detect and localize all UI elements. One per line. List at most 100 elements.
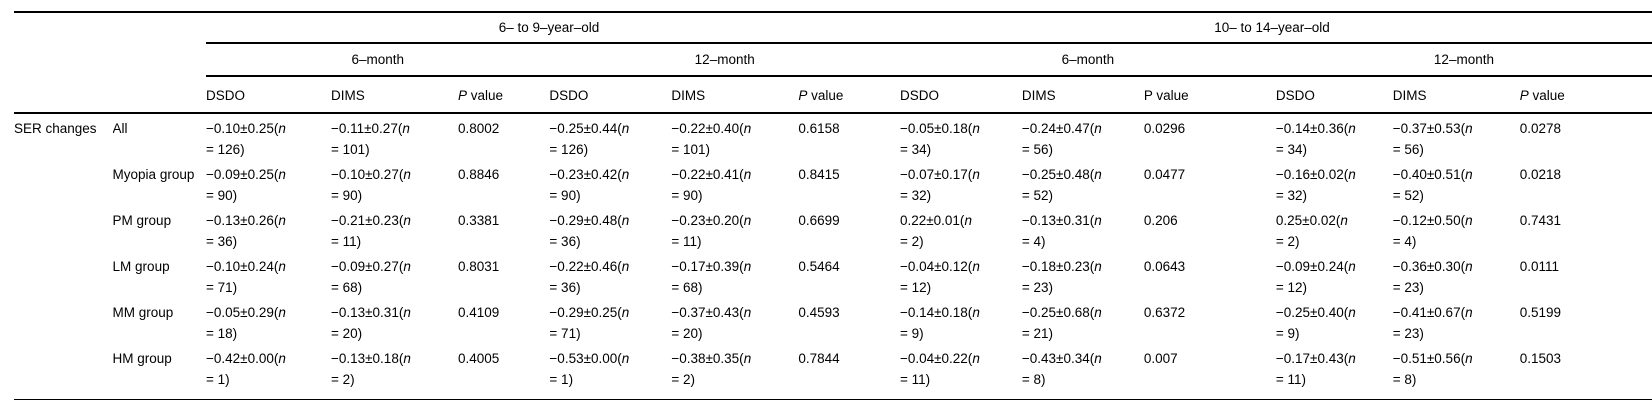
cell-dsdo: 0.25±0.02(n = 2)	[1275, 213, 1348, 249]
row-group-label: Myopia group	[112, 167, 195, 182]
col-header-dims: DIMS	[1021, 76, 1144, 114]
cell-dsdo: −0.09±0.24(n = 12)	[1275, 259, 1356, 295]
cell-p-value: 0.0111	[1519, 259, 1560, 274]
cell-dims: −0.23±0.20(n = 11)	[671, 213, 752, 249]
cell-dims: −0.10±0.27(n = 90)	[330, 167, 411, 203]
col-header-p-value: P value	[1519, 76, 1652, 114]
row-section-label	[14, 298, 113, 344]
table-row: SER changes All −0.10±0.25(n = 126) −0.11±0.…	[14, 113, 1652, 160]
row-group-label: MM group	[112, 305, 174, 320]
cell-p-value: 0.4109	[457, 305, 500, 320]
col-header-dims: DIMS	[330, 76, 458, 114]
cell-dsdo: −0.29±0.25(n = 71)	[549, 305, 630, 341]
row-section-label	[14, 344, 113, 400]
cell-p-value: 0.5199	[1519, 305, 1562, 320]
col-header-dims: DIMS	[1392, 76, 1520, 114]
cell-dsdo: −0.25±0.44(n = 126)	[549, 121, 630, 157]
month-header-12m-b: 12–month	[1275, 43, 1652, 77]
cell-dims: −0.11±0.27(n = 101)	[330, 121, 410, 157]
cell-dsdo: 0.22±0.01(n = 2)	[899, 213, 972, 249]
col-header-p-value: P value	[798, 76, 900, 114]
cell-p-value: 0.007	[1143, 344, 1276, 400]
results-table: 6– to 9–year–old 10– to 14–year–old 6–mo…	[14, 11, 1652, 400]
cell-dims: −0.37±0.43(n = 20)	[671, 305, 752, 341]
stub-cell	[14, 11, 207, 43]
cell-dims: −0.37±0.53(n = 56)	[1392, 121, 1473, 157]
cell-p-value: 0.4005	[457, 344, 550, 400]
cell-dims: −0.41±0.67(n = 23)	[1392, 305, 1473, 341]
cell-dims: −0.38±0.35(n = 2)	[671, 344, 799, 400]
col-header-p-value: P value	[457, 76, 550, 114]
cell-p-value: 0.0643	[1143, 259, 1186, 274]
col-header-dsdo: DSDO	[549, 76, 672, 114]
cell-p-value: 0.6699	[798, 213, 840, 228]
month-row: 6–month 12–month 6–month 12–month	[14, 43, 1652, 77]
cell-dsdo: −0.23±0.42(n = 90)	[549, 167, 630, 203]
cell-dims: −0.12±0.50(n = 4)	[1392, 213, 1473, 249]
cell-dims: −0.51±0.56(n = 8)	[1392, 344, 1520, 400]
cell-p-value: 0.4593	[798, 305, 840, 320]
cell-dsdo: −0.42±0.00(n = 1)	[206, 344, 331, 400]
cell-p-value: 0.8846	[457, 167, 500, 182]
col-header-dsdo: DSDO	[206, 76, 331, 114]
col-header-dsdo: DSDO	[1275, 76, 1393, 114]
table-row: MM group −0.05±0.29(n = 18) −0.13±0.31(n = 2…	[14, 298, 1652, 344]
age-group-10-14: 10– to 14–year–old	[899, 11, 1652, 44]
cell-dsdo: −0.05±0.18(n = 34)	[899, 121, 980, 157]
cell-dims: −0.17±0.39(n = 68)	[671, 259, 752, 295]
cell-dsdo: −0.14±0.18(n = 9)	[899, 305, 980, 341]
cell-dims: −0.25±0.68(n = 21)	[1021, 305, 1102, 341]
cell-dsdo: −0.17±0.43(n = 11)	[1275, 344, 1393, 400]
row-group-label: PM group	[112, 213, 172, 228]
cell-dsdo: −0.13±0.26(n = 36)	[206, 213, 286, 249]
row-section-label: SER changes	[14, 121, 97, 136]
cell-dsdo: −0.14±0.36(n = 34)	[1275, 121, 1356, 157]
cell-dims: −0.13±0.31(n = 20)	[330, 305, 411, 341]
cell-dsdo: −0.10±0.25(n = 126)	[206, 121, 286, 157]
row-group-label: HM group	[112, 344, 207, 400]
row-section-label	[14, 160, 113, 206]
cell-dims: −0.09±0.27(n = 68)	[330, 259, 411, 295]
cell-dims: −0.22±0.40(n = 101)	[671, 121, 752, 157]
cell-dsdo: −0.29±0.48(n = 36)	[549, 213, 630, 249]
cell-p-value: 0.5464	[798, 259, 840, 274]
cell-dims: −0.13±0.31(n = 4)	[1021, 213, 1102, 249]
cell-dims: −0.40±0.51(n = 52)	[1392, 167, 1473, 203]
cell-p-value: 0.0477	[1143, 167, 1186, 182]
cell-p-value: 0.6158	[798, 121, 840, 136]
cell-dims: −0.22±0.41(n = 90)	[671, 167, 752, 203]
cell-p-value: 0.7431	[1519, 213, 1562, 228]
month-header-6m-b: 6–month	[899, 43, 1276, 77]
cell-p-value: 0.206	[1143, 213, 1178, 228]
age-group-6-9: 6– to 9–year–old	[206, 11, 900, 44]
stub-cell	[14, 43, 206, 76]
cell-dsdo: −0.22±0.46(n = 36)	[549, 259, 630, 295]
cell-dims: −0.24±0.47(n = 56)	[1021, 121, 1102, 157]
cell-dsdo: −0.04±0.12(n = 12)	[899, 259, 980, 295]
row-section-label	[14, 252, 113, 298]
cell-dims: −0.36±0.30(n = 23)	[1392, 259, 1473, 295]
row-group-label: LM group	[112, 259, 170, 274]
table-header: 6– to 9–year–old 10– to 14–year–old 6–mo…	[14, 11, 1652, 114]
month-header-12m-a: 12–month	[549, 43, 900, 77]
cell-dims: −0.13±0.18(n = 2)	[330, 344, 458, 400]
cell-p-value: 0.7844	[798, 344, 900, 400]
cell-dsdo: −0.04±0.22(n = 11)	[899, 344, 1022, 400]
cell-p-value: 0.6372	[1143, 305, 1186, 320]
cell-p-value: 0.0296	[1143, 121, 1186, 136]
month-header-6m-a: 6–month	[206, 43, 550, 77]
table-row: HM group −0.42±0.00(n = 1) −0.13±0.18(n = 2)…	[14, 344, 1652, 400]
cell-dsdo: −0.07±0.17(n = 32)	[899, 167, 980, 203]
cell-dsdo: −0.53±0.00(n = 1)	[549, 344, 672, 400]
cell-dsdo: −0.16±0.02(n = 32)	[1275, 167, 1356, 203]
cell-p-value: 0.8002	[457, 121, 500, 136]
cell-p-value: 0.8031	[457, 259, 500, 274]
cell-p-value: 0.3381	[457, 213, 500, 228]
table-row: PM group −0.13±0.26(n = 36) −0.21±0.23(n = 1…	[14, 206, 1652, 252]
cell-dsdo: −0.10±0.24(n = 71)	[206, 259, 286, 295]
table-row: LM group −0.10±0.24(n = 71) −0.09±0.27(n = 6…	[14, 252, 1652, 298]
cell-p-value: 0.0218	[1519, 167, 1562, 182]
cell-dims: −0.43±0.34(n = 8)	[1021, 344, 1144, 400]
